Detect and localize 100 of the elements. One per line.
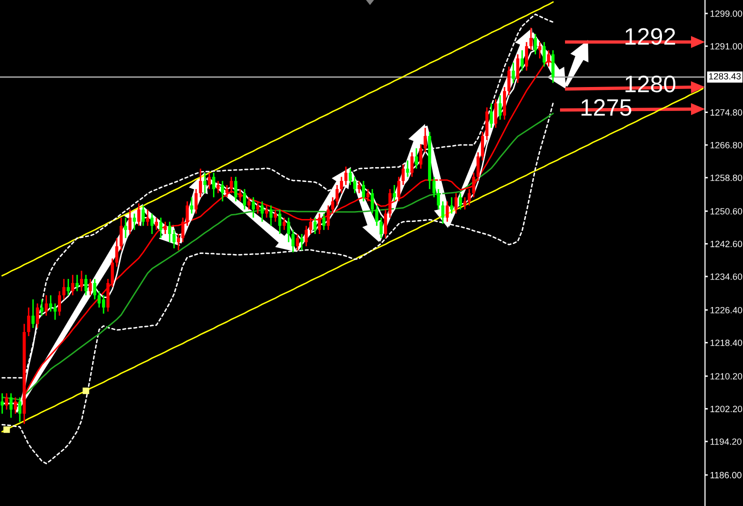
candlestick (414, 148, 418, 170)
y-tick-label: 1299.00 (710, 10, 742, 17)
candlestick (76, 274, 79, 292)
candlestick (397, 176, 400, 202)
line-series (2, 1, 554, 276)
candlestick (265, 204, 268, 218)
candlestick (472, 172, 476, 198)
candlestick (458, 192, 462, 210)
candlestick (296, 233, 299, 252)
candlestick (132, 212, 136, 231)
candlestick (27, 306, 30, 337)
candlestick (252, 196, 255, 218)
candlestick (9, 392, 13, 418)
candlestick (150, 212, 154, 235)
candlestick (380, 216, 383, 239)
candlestick (154, 216, 158, 231)
candlestick (230, 176, 233, 194)
candlestick (436, 188, 440, 210)
candlestick (410, 152, 414, 178)
candlestick (146, 208, 150, 227)
candlestick (331, 196, 334, 214)
candlestick (450, 196, 454, 214)
candlestick (538, 41, 542, 60)
candlestick (220, 180, 224, 202)
candlestick (32, 298, 35, 329)
candlestick (454, 192, 458, 214)
candlestick (520, 50, 524, 72)
candlestick (534, 33, 537, 56)
candlestick (392, 184, 396, 202)
candlestick (80, 270, 84, 292)
point (82, 388, 90, 394)
candlestick (358, 180, 361, 194)
candlestick (353, 176, 356, 194)
candlestick (348, 168, 352, 186)
candlestick (110, 258, 114, 288)
candlestick (318, 212, 321, 235)
candlestick (208, 172, 211, 190)
candlestick (269, 204, 273, 227)
candlestick (234, 176, 238, 202)
candlestick (282, 216, 286, 231)
candlestick (66, 278, 70, 296)
candlestick (370, 188, 374, 214)
candlestick (432, 176, 436, 198)
y-tick-label: 1202.20 (710, 406, 742, 412)
y-tick-label: 1218.40 (710, 340, 742, 346)
y-tick-label: 1258.80 (710, 174, 742, 182)
candlestick (419, 143, 422, 170)
candlestick (494, 98, 498, 129)
candlestick (516, 54, 520, 84)
candlestick (326, 204, 330, 231)
candlestick (168, 221, 172, 243)
candlestick (336, 184, 339, 206)
ref-line-label: 1283.43 (709, 73, 741, 80)
point (3, 426, 10, 433)
y-tick-label: 1266.80 (710, 142, 742, 148)
candlestick (137, 202, 140, 227)
candlestick (243, 188, 246, 210)
candlestick (124, 216, 128, 239)
candlestick (384, 208, 388, 239)
candlestick (128, 208, 132, 235)
candlestick (542, 41, 546, 68)
candlestick (274, 208, 277, 222)
candlestick (115, 237, 118, 268)
candlestick (490, 102, 493, 129)
y-tick-label: 1250.60 (710, 208, 742, 214)
candlestick (507, 66, 510, 96)
candlestick (309, 216, 312, 235)
candlestick (40, 298, 44, 316)
candlestick (406, 160, 410, 178)
candlestick (18, 396, 22, 423)
candlestick (480, 131, 484, 162)
candlestick (225, 184, 228, 198)
candlestick (340, 176, 344, 194)
candlestick (529, 27, 532, 51)
candlestick (304, 225, 308, 247)
candlestick (198, 168, 202, 198)
y-tick-label: 1242.60 (710, 240, 742, 248)
y-tick-label: 1186.00 (710, 472, 742, 478)
candlestick (441, 200, 444, 224)
y-tick-label: 1291.00 (710, 43, 742, 50)
candlestick (58, 290, 62, 316)
candlestick (344, 166, 348, 186)
candlestick (476, 152, 480, 182)
y-tick-label: 1226.40 (710, 306, 742, 314)
candlestick (44, 294, 48, 316)
candlestick (446, 200, 449, 222)
y-tick-label: 1234.60 (710, 273, 742, 280)
y-tick-label: 1210.20 (710, 373, 742, 380)
candlestick (88, 278, 92, 296)
candlestick (190, 196, 194, 214)
candlestick (54, 302, 57, 320)
candlestick (62, 278, 66, 300)
candlestick (164, 221, 167, 235)
candlestick (314, 216, 317, 235)
candlestick (278, 208, 282, 235)
candlestick (375, 204, 378, 227)
candlestick (468, 188, 471, 206)
candlestick (402, 164, 405, 186)
candlestick (463, 196, 466, 210)
candlestick (498, 94, 502, 120)
